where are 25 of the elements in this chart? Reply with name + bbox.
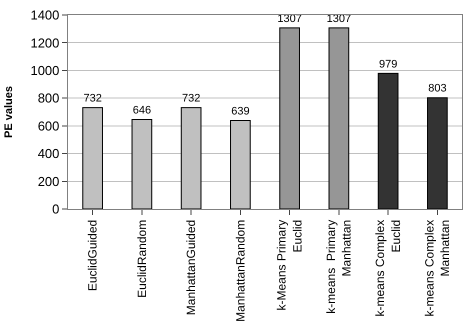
x-tick-label: k-means Complex Euclid [373, 220, 403, 317]
y-tick-label: 1200 [30, 35, 60, 50]
x-tick-label: k-Means Primary Euclid [274, 220, 304, 310]
data-label: 732 [182, 92, 200, 105]
bar [378, 72, 398, 209]
y-axis-title: PE values [3, 86, 16, 138]
y-tick-label: 1000 [30, 62, 60, 78]
x-tick-label: ManhattanRandom [233, 220, 248, 322]
data-label: 732 [83, 92, 102, 105]
bar [427, 97, 448, 209]
data-label: 646 [132, 104, 152, 116]
y-tick-label: 400 [38, 146, 60, 162]
x-tick-label: EuclidRandom [134, 220, 149, 298]
bar [279, 27, 300, 209]
y-tick-label: 800 [38, 90, 60, 106]
y-tick-label: 200 [38, 174, 60, 189]
x-tick-label: EuclidGuided [86, 220, 100, 292]
x-tick-label: ManhattanGuided [184, 220, 198, 316]
bar [328, 27, 350, 209]
y-tick-label: 600 [38, 118, 60, 134]
y-tick-label: 1400 [30, 8, 60, 23]
data-label: 639 [231, 105, 250, 118]
y-tick-label: 0 [52, 202, 60, 217]
data-label: 979 [378, 58, 398, 70]
data-label: 803 [428, 82, 447, 95]
